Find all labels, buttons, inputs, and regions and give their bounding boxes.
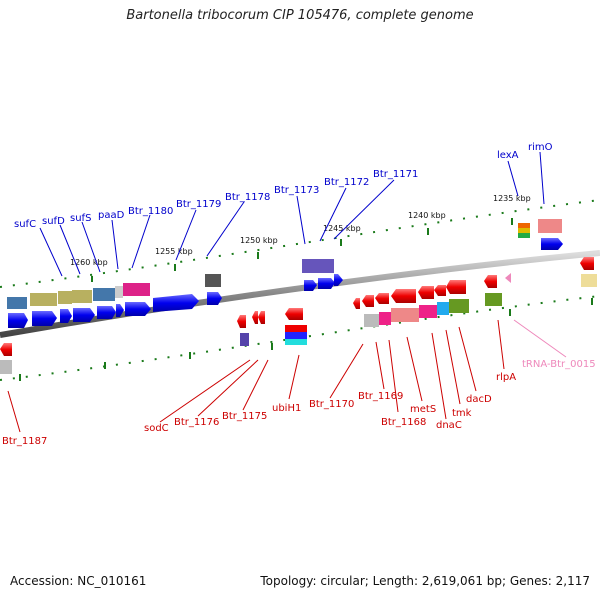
- gene-label-Btr_1175: Btr_1175: [222, 411, 267, 422]
- gene-label-dacD: dacD: [466, 394, 492, 405]
- gene-label-Btr_1173: Btr_1173: [274, 185, 319, 196]
- major-ticks: [19, 218, 593, 381]
- gene-label-Btr_1179: Btr_1179: [176, 199, 221, 210]
- gene-label-rlpA: rlpA: [496, 372, 516, 383]
- gene-label-ubiH1: ubiH1: [272, 403, 301, 414]
- gene-label-lexA: lexA: [497, 150, 519, 161]
- genome-summary-text: Topology: circular; Length: 2,619,061 bp…: [260, 574, 590, 588]
- gene-label-dnaC: dnaC: [436, 420, 462, 431]
- gene-label-rimO: rimO: [528, 142, 553, 153]
- gene-label-tmk: tmk: [452, 408, 472, 419]
- scale-label-1260: 1260 kbp: [70, 258, 108, 267]
- accession-text: Accession: NC_010161: [10, 574, 147, 588]
- reverse-gene-arrows: [0, 257, 594, 356]
- scale-label-1250: 1250 kbp: [240, 236, 278, 245]
- gene-label-Btr_1170: Btr_1170: [309, 399, 354, 410]
- gene-label-sufS: sufS: [70, 213, 91, 224]
- gene-label-Btr_1172: Btr_1172: [324, 177, 369, 188]
- gene-label-sufC: sufC: [14, 219, 36, 230]
- reverse-leader-lines: [7, 319, 505, 433]
- forward-feature-boxes: [7, 219, 562, 309]
- gene-label-metS: metS: [410, 404, 436, 415]
- reverse-feature-boxes: [0, 273, 597, 374]
- gene-label-Btr_1178: Btr_1178: [225, 192, 270, 203]
- gene-label-sufD: sufD: [42, 216, 65, 227]
- scale-label-1245: 1245 kbp: [323, 224, 361, 233]
- trna-leader-line: [513, 319, 567, 358]
- gene-label-Btr_1176: Btr_1176: [174, 417, 219, 428]
- forward-gene-arrows: [8, 238, 563, 328]
- gene-label-sodC: sodC: [144, 423, 169, 434]
- gene-label-Btr_1168: Btr_1168: [381, 417, 426, 428]
- scale-label-1255: 1255 kbp: [155, 247, 193, 256]
- gene-label-Btr_1169: Btr_1169: [358, 391, 403, 402]
- gene-label-tRNA-Btr_0015: tRNA-Btr_0015: [522, 359, 596, 370]
- map-title: Bartonella tribocorum CIP 105476, comple…: [126, 8, 474, 23]
- scale-label-1235: 1235 kbp: [493, 194, 531, 203]
- gene-label-Btr_1187: Btr_1187: [2, 436, 47, 447]
- forward-leader-lines: [39, 151, 545, 277]
- gene-label-Btr_1171: Btr_1171: [373, 169, 418, 180]
- gene-label-paaD: paaD: [98, 210, 125, 221]
- gene-label-Btr_1180: Btr_1180: [128, 206, 173, 217]
- scale-label-1240: 1240 kbp: [408, 211, 446, 220]
